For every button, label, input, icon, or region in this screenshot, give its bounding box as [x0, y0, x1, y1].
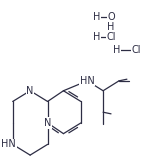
Text: H: H: [93, 12, 100, 22]
Text: Cl: Cl: [106, 32, 116, 42]
Text: H: H: [107, 22, 115, 32]
Text: O: O: [107, 12, 115, 22]
Text: N: N: [26, 86, 34, 96]
Text: N: N: [44, 118, 51, 128]
Text: Cl: Cl: [132, 45, 141, 55]
Text: HN: HN: [80, 76, 95, 86]
Text: H: H: [93, 32, 100, 42]
Text: H: H: [113, 45, 120, 55]
Text: HN: HN: [1, 139, 16, 149]
